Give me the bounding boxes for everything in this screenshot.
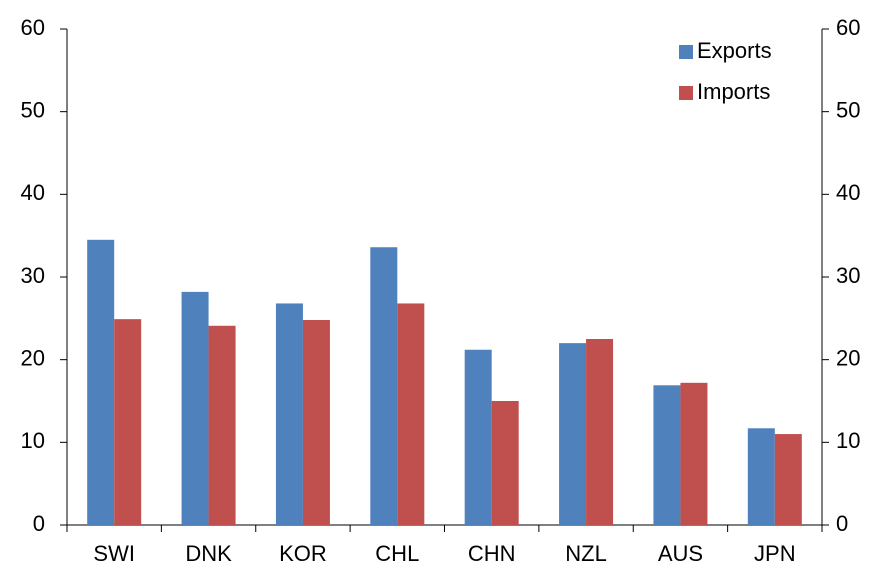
y-tick-label: 50	[21, 97, 45, 122]
bar	[464, 349, 492, 525]
x-tick-label: JPN	[754, 541, 796, 566]
bar	[586, 339, 614, 525]
bar	[747, 428, 775, 525]
legend-label: Imports	[697, 79, 770, 104]
x-tick-label: CHL	[375, 541, 419, 566]
bar	[87, 239, 115, 526]
y-tick-label: 20	[21, 345, 45, 370]
bar	[370, 247, 398, 526]
y2-tick-label: 60	[836, 15, 860, 40]
y2-tick-label: 50	[836, 97, 860, 122]
y2-tick-label: 0	[836, 511, 848, 536]
bar	[114, 319, 142, 525]
bar	[559, 343, 587, 525]
x-tick-label: CHN	[468, 541, 516, 566]
x-tick-label: DNK	[185, 541, 232, 566]
legend-swatch	[679, 45, 693, 59]
y2-tick-label: 20	[836, 345, 860, 370]
bar	[680, 382, 708, 525]
y2-tick-label: 10	[836, 428, 860, 453]
y2-tick-label: 30	[836, 263, 860, 288]
y-tick-label: 40	[21, 180, 45, 205]
bar	[491, 401, 519, 525]
bar	[181, 291, 209, 525]
bar	[774, 434, 802, 525]
bar	[275, 303, 303, 525]
bar	[653, 385, 681, 525]
legend-swatch	[679, 86, 693, 100]
y-tick-label: 10	[21, 428, 45, 453]
y-tick-label: 30	[21, 263, 45, 288]
bar	[208, 325, 236, 525]
y-tick-label: 0	[33, 511, 45, 536]
bar	[397, 303, 425, 525]
x-tick-label: NZL	[565, 541, 607, 566]
legend-label: Exports	[697, 38, 772, 63]
x-tick-label: AUS	[658, 541, 703, 566]
x-tick-label: SWI	[93, 541, 135, 566]
x-tick-label: KOR	[279, 541, 327, 566]
y-tick-label: 60	[21, 15, 45, 40]
bar	[302, 319, 330, 525]
y2-tick-label: 40	[836, 180, 860, 205]
